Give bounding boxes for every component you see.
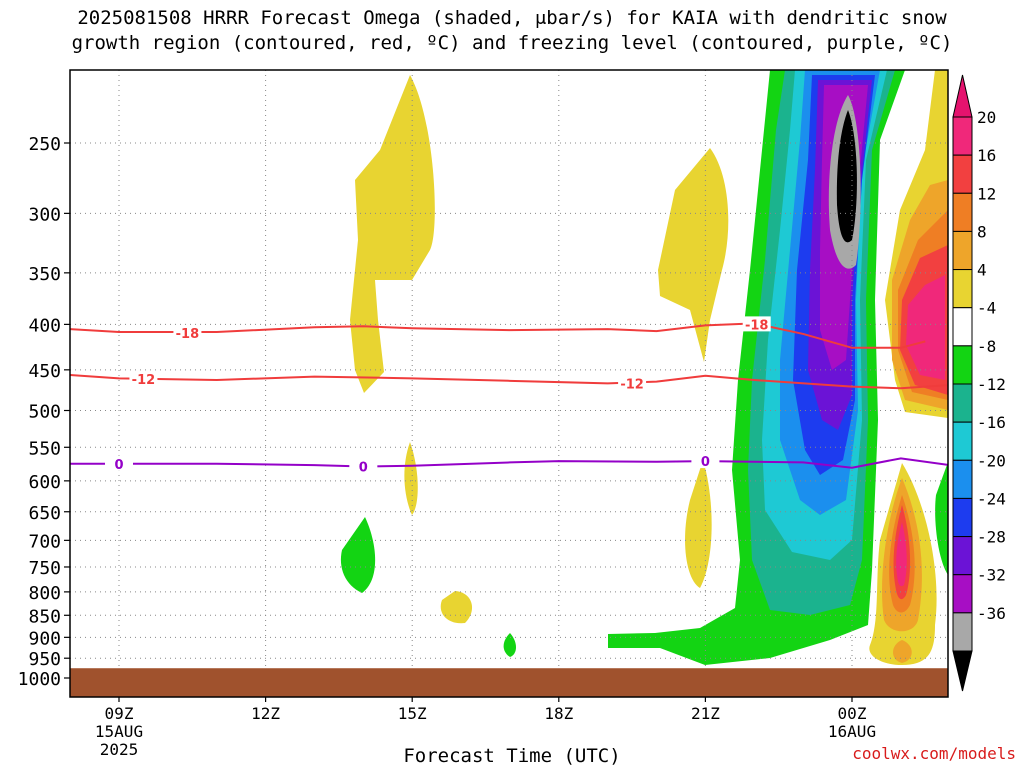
contour-label: 0 — [114, 458, 123, 473]
y-tick-label: 1000 — [18, 669, 61, 690]
y-tick-label: 700 — [28, 531, 61, 552]
terrain-below-surface — [70, 668, 948, 697]
y-tick-label: 750 — [28, 558, 61, 579]
colorbar-label: 12 — [977, 184, 996, 203]
terrain-fill — [70, 668, 948, 697]
contour-line-0 — [70, 457, 948, 469]
omega-region-positive-4 — [350, 75, 435, 393]
y-tick-label: 900 — [28, 628, 61, 649]
colorbar-segment — [952, 536, 973, 576]
colorbar-label: -24 — [977, 489, 1006, 508]
contour-label-background — [742, 316, 771, 332]
x-tick-date-label: 16AUG — [828, 722, 876, 741]
colorbar-label: -12 — [977, 375, 1006, 394]
y-tick-label: 650 — [28, 503, 61, 524]
colorbar-label: -20 — [977, 451, 1006, 470]
colorbar-segment — [952, 154, 973, 194]
omega-shading — [340, 70, 948, 665]
colorbar-segment — [952, 574, 973, 614]
y-tick-label: 550 — [28, 438, 61, 459]
omega-region-negative-36 — [836, 110, 857, 243]
x-axis-title: Forecast Time (UTC) — [403, 745, 621, 767]
omega-colorbar: 20 16 12 8 4 -4 -8 -12 -16 -20 -24 -28 -32 -36 — [952, 74, 1006, 692]
contour-label: -18 — [745, 318, 769, 333]
contour-line-minus18 — [70, 322, 926, 349]
omega-region-negative-4 — [503, 633, 516, 657]
y-tick-label: 300 — [28, 204, 61, 225]
x-tick-label: 09Z — [105, 704, 134, 723]
omega-region-positive-20 — [896, 522, 907, 587]
colorbar-label: 16 — [977, 146, 996, 165]
x-tick-label: 12Z — [251, 704, 280, 723]
omega-region-positive-4 — [404, 442, 418, 515]
contour-label: -18 — [176, 327, 200, 342]
contour-label-background — [129, 371, 158, 387]
omega-region-negative-4 — [935, 462, 948, 575]
x-tick-label: 15Z — [398, 704, 427, 723]
contour-label: 0 — [701, 455, 710, 470]
colorbar-label: 4 — [977, 261, 987, 280]
plot-frame — [69, 69, 949, 698]
contour-label: 0 — [359, 460, 368, 475]
temperature-contours: -18 -18 -12 -12 0 0 0 — [70, 316, 948, 475]
x-tick-label: 21Z — [691, 704, 720, 723]
colorbar-label: -36 — [977, 604, 1006, 623]
x-tick-label: 00Z — [838, 704, 867, 723]
contour-label-background — [173, 324, 202, 340]
colorbar-segment — [952, 497, 973, 538]
colorbar-segment — [952, 116, 973, 156]
colorbar-segment — [952, 307, 973, 347]
chart-title-line-2: growth region (contoured, red, ºC) and f… — [71, 32, 953, 54]
colorbar-segment — [952, 459, 973, 499]
y-tick-label: 450 — [28, 361, 61, 382]
x-tick-date-label: 15AUG — [95, 722, 143, 741]
y-tick-label: 600 — [28, 472, 61, 493]
colorbar-segment — [952, 269, 973, 309]
colorbar-segment — [952, 421, 973, 461]
y-tick-label: 500 — [28, 402, 61, 423]
colorbar-segment — [952, 192, 973, 232]
contour-label: -12 — [620, 377, 644, 392]
colorbar-label: -8 — [977, 337, 996, 356]
y-tick-label: 950 — [28, 649, 61, 670]
omega-region-positive-4 — [685, 460, 712, 588]
contour-label-background — [105, 455, 133, 471]
y-tick-label: 400 — [28, 315, 61, 336]
contour-label: -12 — [132, 373, 156, 388]
chart-title-line-1: 2025081508 HRRR Forecast Omega (shaded, … — [77, 7, 947, 29]
colorbar-label: 20 — [977, 108, 996, 127]
colorbar-bottom-arrow — [952, 650, 973, 692]
contour-label-background — [691, 453, 720, 469]
omega-region-positive-4 — [440, 591, 473, 624]
omega-region-positive-8 — [893, 640, 912, 663]
contour-label-background — [349, 458, 378, 474]
colorbar-label: -32 — [977, 566, 1006, 585]
y-tick-label: 250 — [28, 134, 61, 155]
x-tick-label: 18Z — [544, 704, 573, 723]
colorbar-label: -16 — [977, 413, 1006, 432]
omega-region-positive-20 — [906, 275, 945, 380]
y-tick-label: 350 — [28, 264, 61, 285]
omega-region-negative-4 — [340, 517, 376, 593]
colorbar-segment — [952, 383, 973, 423]
contour-label-background — [618, 375, 647, 391]
colorbar-segment — [952, 345, 973, 385]
colorbar-label: -28 — [977, 528, 1006, 547]
colorbar-segment — [952, 230, 973, 271]
chart-title: 2025081508 HRRR Forecast Omega (shaded, … — [0, 6, 1024, 56]
site-credit: coolwx.com/models — [852, 744, 1016, 763]
x-tick-year-label: 2025 — [100, 740, 139, 759]
colorbar-label: 8 — [977, 222, 987, 241]
colorbar-label: -4 — [977, 299, 996, 318]
y-tick-label: 800 — [28, 583, 61, 604]
colorbar-top-arrow — [952, 74, 973, 118]
colorbar-segment — [952, 612, 973, 652]
omega-region-positive-4 — [658, 148, 729, 362]
contour-line-minus12 — [70, 373, 948, 390]
y-tick-label: 850 — [28, 606, 61, 627]
